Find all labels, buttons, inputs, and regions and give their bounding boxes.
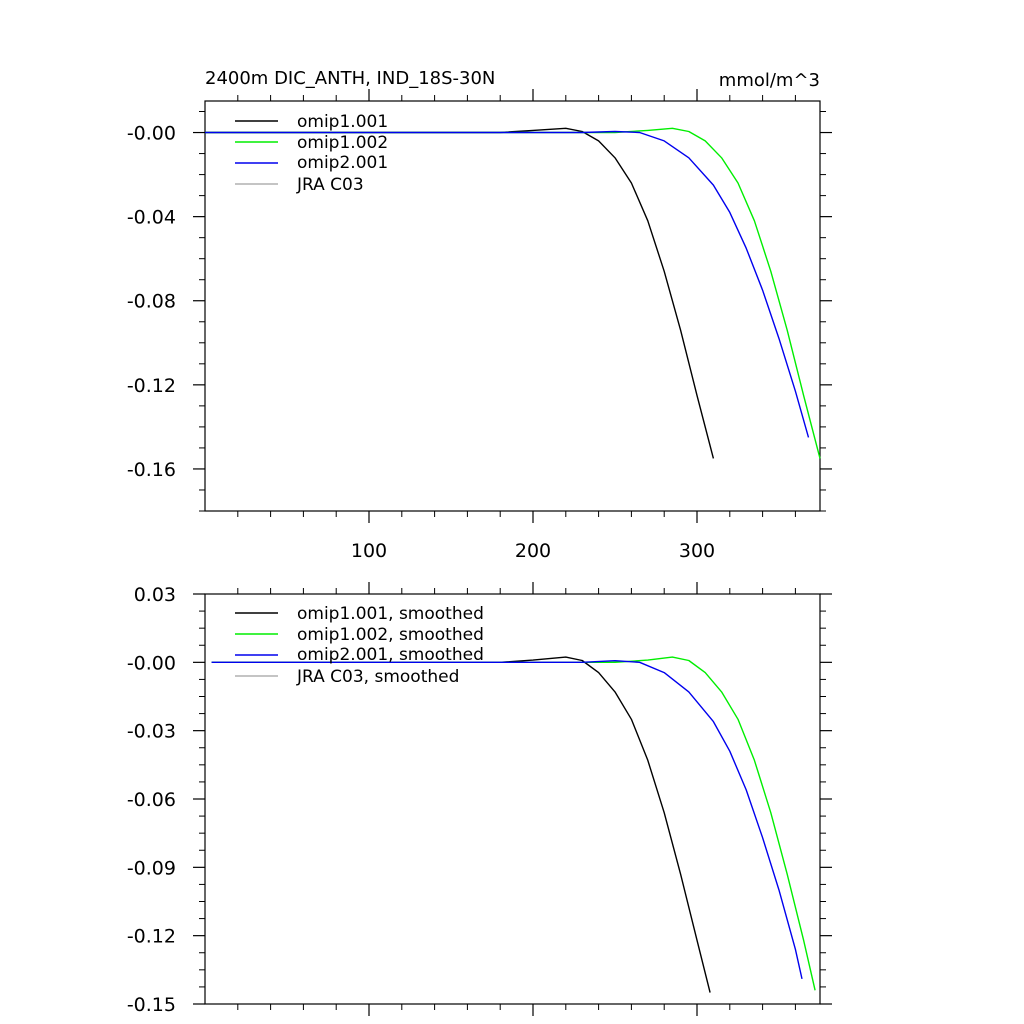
bottom-y-tick-label: -0.09 <box>127 857 176 879</box>
bottom-y-tick-label: -0.12 <box>127 926 176 948</box>
top-x-tick-label: 300 <box>679 540 715 562</box>
bottom-y-tick-label: -0.06 <box>127 789 176 811</box>
top-title-right: mmol/m^3 <box>719 70 820 91</box>
top-series-line-omip2-001 <box>205 130 810 438</box>
bottom-series-line-omip2-001-smoothed <box>211 660 803 980</box>
top-series-line-omip1-002 <box>205 127 821 459</box>
top-x-tick-label: 200 <box>515 540 551 562</box>
top-legend-label-omip1-001: omip1.001 <box>297 112 388 132</box>
bottom-y-tick-labels: 0.03 -0.00 -0.03 -0.06 -0.09 -0.12 -0.15 <box>127 584 176 1016</box>
bottom-series-line-omip1-001-smoothed <box>211 656 711 993</box>
top-title-left: 2400m DIC_ANTH, IND_18S-30N <box>205 68 495 89</box>
bottom-series-line-omip1-002-smoothed <box>211 656 816 991</box>
bottom-y-tick-label: 0.03 <box>134 584 176 606</box>
top-legend: omip1.001 omip1.002 omip2.001 JRA C03 <box>235 112 388 195</box>
bottom-y-tick-label: -0.03 <box>127 721 176 743</box>
bottom-legend-label-omip1-001: omip1.001, smoothed <box>297 604 484 624</box>
top-legend-label-jra-c03: JRA C03 <box>296 175 364 195</box>
top-y-tick-label: -0.04 <box>127 207 176 229</box>
top-y-tick-label: -0.16 <box>127 459 176 481</box>
top-ticks <box>193 89 832 523</box>
bottom-legend: omip1.001, smoothed omip1.002, smoothed … <box>235 604 484 687</box>
top-panel: 2400m DIC_ANTH, IND_18S-30N mmol/m^3 -0.… <box>127 68 832 562</box>
bottom-legend-label-omip2-001: omip2.001, smoothed <box>297 645 484 665</box>
top-x-tick-labels: 100 200 300 <box>351 540 715 562</box>
bottom-series-lines <box>211 656 816 993</box>
top-series-line-omip1-001 <box>205 127 715 459</box>
bottom-ticks <box>193 582 832 1016</box>
bottom-y-tick-label: -0.00 <box>127 652 176 674</box>
top-y-tick-label: -0.08 <box>127 291 176 313</box>
top-legend-label-omip2-001: omip2.001 <box>297 153 388 173</box>
top-legend-label-omip1-002: omip1.002 <box>297 133 388 153</box>
top-series-lines <box>205 127 821 459</box>
top-y-tick-labels: -0.00 -0.04 -0.08 -0.12 -0.16 <box>127 123 176 481</box>
top-x-tick-label: 100 <box>351 540 387 562</box>
top-y-tick-label: -0.12 <box>127 375 176 397</box>
top-plot-frame <box>204 100 821 512</box>
bottom-panel: 0.03 -0.00 -0.03 -0.06 -0.09 -0.12 -0.15 omip1… <box>127 582 832 1016</box>
bottom-legend-label-jra-c03: JRA C03, smoothed <box>296 667 459 687</box>
top-y-tick-label: -0.00 <box>127 123 176 145</box>
bottom-y-tick-label: -0.15 <box>127 994 176 1016</box>
bottom-legend-label-omip1-002: omip1.002, smoothed <box>297 625 484 645</box>
